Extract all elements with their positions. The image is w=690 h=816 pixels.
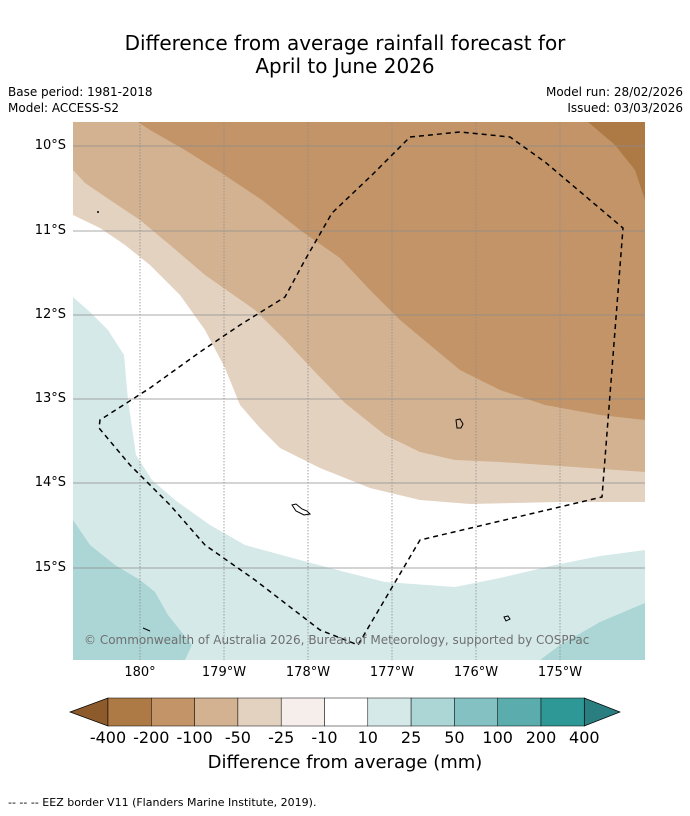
colorbar-segment bbox=[410, 697, 455, 727]
island-small-4 bbox=[142, 627, 151, 632]
model-text: Model: ACCESS-S2 bbox=[8, 101, 120, 115]
colorbar-segment bbox=[151, 697, 195, 727]
colorbar-arrow-high bbox=[583, 697, 621, 727]
contour-band-minus200 bbox=[588, 122, 645, 200]
colorbar-segment bbox=[237, 697, 282, 727]
island-small-2 bbox=[291, 503, 312, 516]
lon-label-180: 180° bbox=[124, 665, 156, 680]
contour-band-plus25-right bbox=[540, 603, 645, 660]
colorbar-tick-label: 10 bbox=[357, 728, 378, 747]
colorbar bbox=[68, 697, 621, 727]
map-title-line2: April to June 2026 bbox=[255, 54, 435, 78]
colorbar-tick-label: 200 bbox=[525, 728, 557, 747]
lat-label-14s: 14°S bbox=[34, 475, 66, 490]
colorbar-segment bbox=[194, 697, 239, 727]
colorbar-tick-label: -400 bbox=[89, 728, 127, 747]
eez-border bbox=[98, 131, 624, 646]
island-small-5 bbox=[97, 211, 99, 213]
colorbar-segment bbox=[280, 697, 325, 727]
colorbar-tick-label: 400 bbox=[569, 728, 600, 747]
lon-label-177w: 177°W bbox=[369, 665, 415, 680]
colorbar-tick-label: 100 bbox=[482, 728, 513, 747]
colorbar-segment bbox=[454, 697, 498, 727]
lon-label-179w: 179°W bbox=[201, 665, 247, 680]
lon-gridlines bbox=[139, 122, 561, 660]
colorbar-segment bbox=[367, 697, 412, 727]
eez-legend-note: -- -- -- EEZ border V11 (Flanders Marine… bbox=[8, 796, 317, 809]
lat-label-11s: 11°S bbox=[34, 223, 66, 238]
lon-label-175w: 175°W bbox=[537, 665, 583, 680]
colorbar-tick-label: -50 bbox=[224, 728, 251, 747]
colorbar-title: Difference from average (mm) bbox=[207, 752, 483, 773]
colorbar-tick-label: 50 bbox=[444, 728, 465, 747]
base-period-text: Base period: 1981-2018 bbox=[8, 85, 153, 99]
colorbar-arrow-low bbox=[68, 697, 109, 727]
contour-band-plus25-left bbox=[73, 520, 192, 660]
lat-label-10s: 10°S bbox=[34, 138, 66, 153]
colorbar-segment bbox=[497, 697, 542, 727]
colorbar-tick-label: -25 bbox=[268, 728, 295, 747]
colorbar-segment bbox=[324, 697, 369, 727]
lon-label-178w: 178°W bbox=[285, 665, 331, 680]
colorbar-segment bbox=[107, 697, 152, 727]
lat-label-13s: 13°S bbox=[34, 391, 66, 406]
colorbar-tick-label: -200 bbox=[133, 728, 170, 747]
map-title-line1: Difference from average rainfall forecas… bbox=[124, 31, 566, 55]
lat-label-12s: 12°S bbox=[34, 307, 66, 322]
copyright-text: © Commonwealth of Australia 2026, Bureau… bbox=[84, 633, 590, 647]
contour-band-plus10 bbox=[73, 297, 645, 660]
colorbar-segment bbox=[540, 697, 585, 727]
island-small-1 bbox=[455, 418, 464, 429]
colorbar-tick-label: -10 bbox=[311, 728, 338, 747]
lon-label-176w: 176°W bbox=[453, 665, 499, 680]
lat-label-15s: 15°S bbox=[34, 560, 66, 575]
colorbar-tick-label: -100 bbox=[176, 728, 213, 747]
issued-text: Issued: 03/03/2026 bbox=[567, 101, 683, 115]
lat-gridlines bbox=[73, 145, 645, 569]
colorbar-tick-label: 25 bbox=[400, 728, 422, 747]
contour-band-minus100 bbox=[138, 122, 645, 420]
model-run-text: Model run: 28/02/2026 bbox=[545, 85, 683, 99]
island-small-3 bbox=[503, 615, 511, 622]
